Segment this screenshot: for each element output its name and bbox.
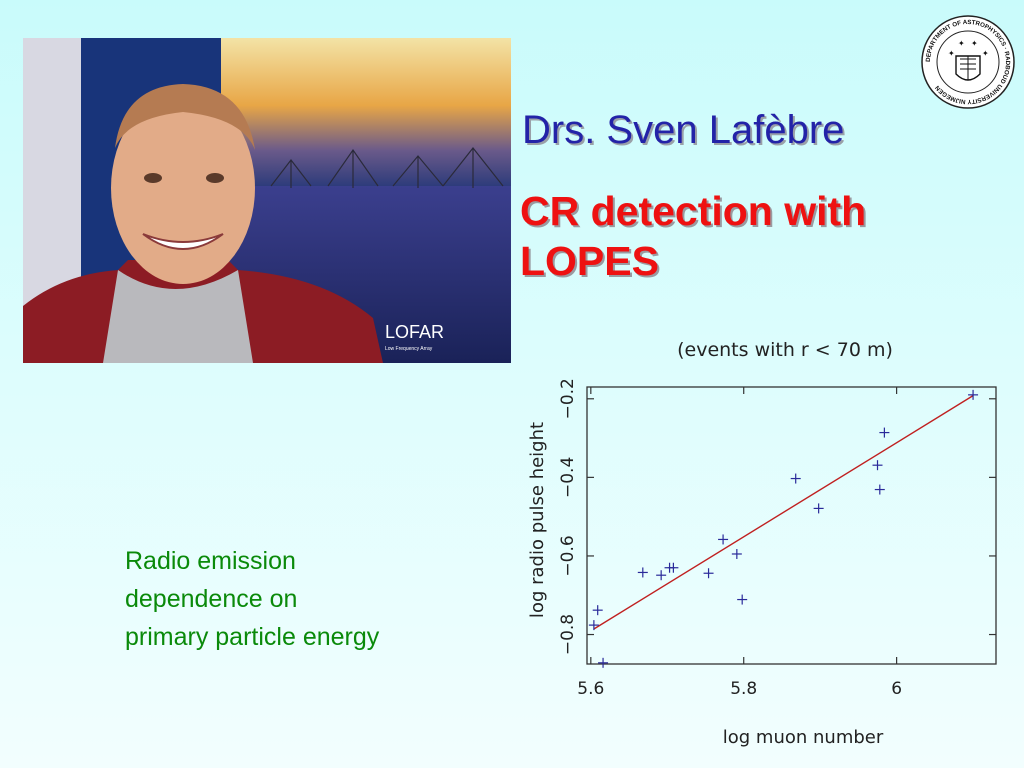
y-axis-label: log radio pulse height — [527, 422, 548, 618]
chart-title: (events with r < 70 m) — [677, 339, 893, 361]
photo-illustration: LOFAR Low Frequency Array — [23, 38, 511, 363]
data-point — [588, 620, 599, 631]
x-tick-label: 6 — [891, 679, 902, 699]
talk-title: CR detection with LOPES — [520, 186, 980, 286]
data-point — [592, 605, 603, 616]
caption-line-2: dependence on — [125, 585, 298, 613]
svg-text:✦: ✦ — [948, 49, 955, 58]
data-point — [737, 594, 748, 605]
data-point — [598, 657, 609, 668]
data-point — [790, 473, 801, 484]
data-point — [872, 460, 883, 471]
poster-title: LOFAR — [385, 322, 444, 342]
speaker-name: Drs. Sven Lafèbre — [522, 108, 845, 152]
data-point — [656, 570, 667, 581]
x-tick-label: 5.6 — [577, 679, 604, 699]
svg-text:✦: ✦ — [982, 49, 989, 58]
svg-text:✦: ✦ — [971, 39, 978, 48]
data-point — [718, 534, 729, 545]
slide-caption: Radio emission dependence on primary par… — [125, 542, 379, 656]
x-axis-label: log muon number — [723, 727, 884, 748]
data-point — [968, 389, 979, 400]
data-point — [637, 567, 648, 578]
plot-frame — [586, 386, 997, 665]
scatter-chart: (events with r < 70 m) 5.6 5.8 6 −0.8 −0.6 −0… — [515, 330, 1020, 760]
y-tick-label: −0.8 — [558, 614, 578, 655]
y-tick-label: −0.4 — [558, 457, 578, 498]
caption-line-3: primary particle energy — [125, 623, 380, 651]
portrait-photo: LOFAR Low Frequency Array — [23, 38, 511, 363]
data-point — [731, 548, 742, 559]
data-point — [668, 562, 679, 573]
talk-title-line-1: CR detection with — [520, 188, 867, 234]
y-tick-label: −0.6 — [558, 535, 578, 576]
poster-subtitle: Low Frequency Array — [385, 346, 433, 352]
data-point — [703, 568, 714, 579]
caption-line-1: Radio emission — [125, 547, 296, 575]
talk-title-line-2: LOPES — [520, 238, 659, 284]
data-point — [813, 503, 824, 514]
university-seal-icon: DEPARTMENT OF ASTROPHYSICS · RADBOUD UNI… — [918, 12, 1018, 112]
data-point — [879, 427, 890, 438]
data-point — [874, 484, 885, 495]
svg-text:✦: ✦ — [958, 39, 965, 48]
x-tick-label: 5.8 — [730, 679, 757, 699]
fit-line — [593, 395, 974, 630]
y-tick-label: −0.2 — [558, 378, 578, 419]
